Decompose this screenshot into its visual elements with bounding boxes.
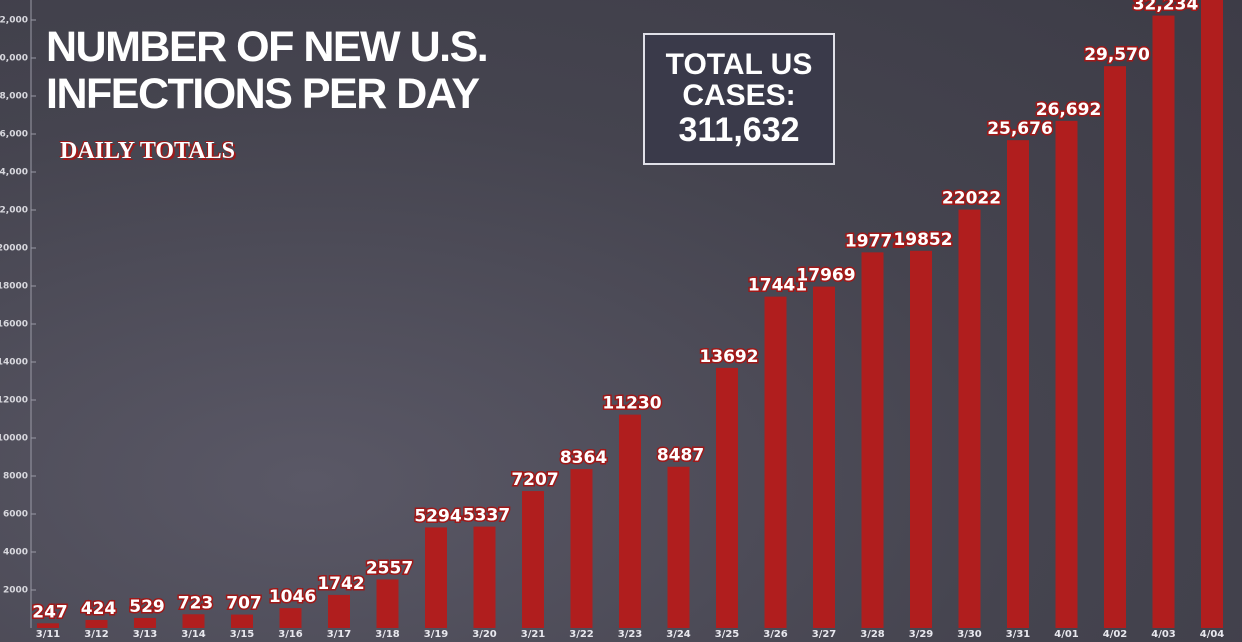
bar [85, 619, 108, 628]
bar [425, 527, 447, 628]
y-tick-label: 28,000 [0, 92, 28, 102]
y-tick-label: 12000 [0, 396, 28, 406]
total-value: 311,632 [678, 111, 800, 149]
x-tick-label: 4/02 [1103, 629, 1128, 640]
x-tick-label: 3/31 [1006, 629, 1031, 640]
y-tick-label: 30,000 [0, 54, 28, 64]
y-tick-label: 8000 [3, 472, 28, 482]
bar [1201, 0, 1223, 629]
total-box: TOTAL US CASES: 311,632 [643, 33, 835, 165]
x-tick-label: 4/03 [1151, 629, 1176, 640]
x-tick-label: 3/11 [36, 629, 61, 640]
chart-subtitle: DAILY TOTALS [60, 138, 235, 164]
value-label: 19852 [893, 230, 952, 250]
value-label: 17441 [748, 276, 807, 296]
y-tick-label: 2000 [3, 586, 28, 596]
bar [861, 252, 884, 628]
value-label: 1742 [317, 574, 364, 594]
value-label: 19771 [845, 231, 904, 251]
bar [1055, 120, 1078, 629]
value-label: 7207 [511, 470, 558, 490]
x-tick-label: 3/27 [812, 629, 837, 640]
x-tick-label: 3/26 [763, 629, 788, 640]
y-tick-label: 6000 [3, 510, 28, 520]
bar [231, 614, 253, 628]
x-tick-label: 4/04 [1200, 629, 1225, 640]
x-tick-label: 3/21 [521, 629, 546, 640]
y-tick-label: 26,000 [0, 130, 28, 140]
bar [1104, 66, 1126, 629]
x-tick-label: 3/14 [181, 629, 206, 640]
y-tick-label: 4000 [3, 548, 28, 558]
value-label: 17969 [796, 266, 855, 286]
value-label: 8487 [657, 446, 704, 466]
value-label: 5294 [414, 506, 461, 526]
value-label: 1046 [269, 587, 316, 607]
bar [813, 286, 835, 628]
x-tick-label: 3/25 [715, 629, 740, 640]
y-tick-label: 16000 [0, 320, 28, 330]
x-tick-label: 3/22 [569, 629, 594, 640]
y-tick-label: 22,000 [0, 206, 28, 216]
value-label: 247 [32, 602, 68, 622]
bar [910, 250, 932, 628]
bar [279, 608, 302, 628]
x-tick-label: 3/13 [133, 629, 158, 640]
x-tick-label: 3/30 [957, 629, 982, 640]
bar [182, 614, 205, 628]
y-tick-label: 24,000 [0, 168, 28, 178]
bar [473, 526, 496, 628]
x-tick-label: 3/16 [278, 629, 303, 640]
y-tick-label: 32,000 [0, 16, 28, 26]
bar [764, 296, 787, 628]
bar [522, 491, 544, 628]
x-tick-label: 3/24 [666, 629, 691, 640]
value-label: 13692 [699, 347, 758, 367]
y-tick-label: 20000 [0, 244, 28, 254]
x-tick-label: 3/20 [472, 629, 497, 640]
x-tick-label: 3/18 [375, 629, 400, 640]
bar [716, 367, 738, 628]
value-label: 707 [226, 594, 262, 614]
value-label: 529 [129, 597, 165, 617]
bar [570, 469, 593, 628]
bar [1152, 15, 1175, 628]
value-label: 25,676 [987, 119, 1053, 139]
bar [1007, 140, 1029, 628]
y-tick-label: 14000 [0, 358, 28, 368]
value-label: 424 [81, 599, 117, 619]
bar [667, 466, 690, 628]
bar [328, 594, 350, 628]
chart-title: NUMBER OF NEW U.S. INFECTIONS PER DAY [46, 23, 489, 118]
x-tick-label: 3/12 [84, 629, 109, 640]
value-label: 723 [178, 593, 214, 613]
bar [619, 414, 641, 628]
x-tick-label: 3/17 [327, 629, 352, 640]
value-label: 32,234 [1133, 0, 1199, 15]
bar [37, 623, 59, 628]
bar [134, 617, 156, 628]
bar [958, 209, 981, 628]
value-label: 22022 [942, 189, 1001, 209]
value-label: 26,692 [1036, 100, 1102, 120]
x-tick-label: 3/29 [909, 629, 934, 640]
bar [376, 579, 399, 628]
x-tick-label: 3/28 [860, 629, 885, 640]
y-tick-label: 18000 [0, 282, 28, 292]
value-label: 11230 [602, 394, 661, 414]
value-label: 5337 [463, 506, 510, 526]
x-tick-label: 3/15 [230, 629, 255, 640]
value-label: 29,570 [1084, 45, 1150, 65]
x-tick-label: 3/19 [424, 629, 449, 640]
x-tick-label: 4/01 [1054, 629, 1079, 640]
y-tick-label: 10000 [0, 434, 28, 444]
value-label: 2557 [366, 558, 413, 578]
x-tick-label: 3/23 [618, 629, 643, 640]
value-label: 8364 [560, 448, 607, 468]
total-label: TOTAL US CASES: [665, 48, 813, 112]
